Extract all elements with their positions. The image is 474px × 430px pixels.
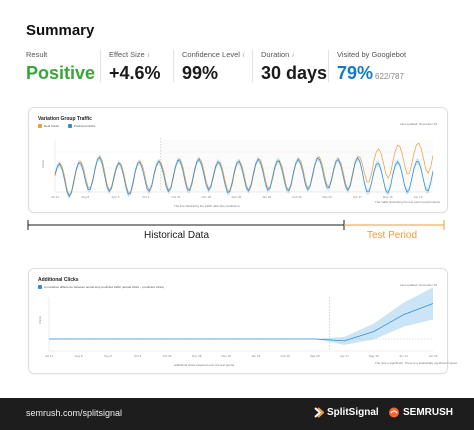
x-tick-label: Mar 20 (310, 354, 320, 358)
x-tick-label: Oct 3 (134, 354, 142, 358)
series-additional-clicks (49, 303, 434, 342)
traffic-chart-card: Variation Group Traffic Real Clicks Pred… (28, 107, 448, 213)
x-tick-label: Feb 20 (292, 195, 302, 199)
info-icon[interactable]: i (292, 53, 294, 59)
x-tick-label: Nov 28 (192, 354, 202, 358)
last-updated: Last updated: November 10 (399, 283, 437, 287)
splitsignal-brand[interactable]: SplitSignal (313, 407, 379, 418)
x-tick-label: Sep 5 (112, 195, 120, 199)
period-timeline: Historical Data Test Period (26, 216, 446, 246)
x-tick-label: Aug 8 (81, 195, 89, 199)
footer-url[interactable]: semrush.com/splitsignal (26, 408, 123, 418)
timeline-lines (27, 220, 445, 230)
x-tick-label: Jul 11 (45, 354, 53, 358)
x-tick-label: Jul 11 (51, 195, 59, 199)
x-tick-label: Apr 17 (353, 195, 362, 199)
legend-swatch (38, 285, 42, 290)
x-tick-label: Apr 17 (340, 354, 349, 358)
historical-label: Historical Data (144, 230, 210, 241)
x-tick-label: Sep 5 (104, 354, 112, 358)
x-axis-label: The line illustrating the traffic data (… (174, 204, 240, 208)
info-icon[interactable]: i (242, 53, 245, 59)
metric-sub: 622/787 (375, 72, 404, 81)
x-tick-label: Jan 23 (262, 195, 271, 199)
y-axis-label: Clicks (41, 160, 45, 168)
metric-result: Result Positive (26, 50, 95, 84)
x-tick-label: Feb 20 (281, 354, 291, 358)
metric-value: 79% 622/787 (337, 63, 404, 83)
legend-swatch (38, 124, 42, 129)
chart-title: Additional Clicks (38, 277, 79, 283)
metric-label: Effect Size i (109, 50, 150, 59)
x-tick-label: Nov 28 (201, 195, 211, 199)
info-icon[interactable]: i (147, 53, 150, 59)
semrush-brand[interactable]: SEMRUSH (388, 407, 453, 418)
metric-duration: Duration i 30 days (261, 50, 327, 84)
footer: semrush.com/splitsignal SplitSignal SEMR… (0, 398, 474, 430)
x-tick-label: Oct 3 (142, 195, 150, 199)
test-period-label: Test Period (367, 230, 418, 241)
summary-title: Summary (26, 22, 95, 39)
divider (173, 50, 174, 82)
metric-label: Result (26, 50, 48, 59)
metric-googlebot: Visited by Googlebot 79% 622/787 (337, 50, 406, 84)
metric-value: Positive (26, 63, 96, 83)
metric-value: 99% (182, 63, 219, 83)
x-tick-label: May 15 (369, 354, 379, 358)
x-tick-label: Oct 31 (172, 195, 181, 199)
last-updated: Last updated: November 10 (399, 122, 437, 126)
metrics-row: Result Positive Effect Size i +4.6% Confi… (26, 50, 451, 84)
metric-label: Duration i (261, 50, 294, 59)
x-tick-label: Mar 20 (322, 195, 332, 199)
metric-label: Confidence Level i (182, 50, 245, 59)
chart-legend: Real Clicks Predicted Clicks (38, 124, 103, 129)
divider (328, 50, 329, 82)
chart-legend: Cumulative difference between actual and… (38, 285, 172, 290)
legend-swatch (67, 124, 72, 129)
divider (100, 50, 101, 82)
metric-effect-size: Effect Size i +4.6% (109, 50, 161, 84)
divider (252, 50, 253, 82)
metric-confidence: Confidence Level i 99% (182, 50, 244, 84)
y-axis-label: Clicks (38, 316, 42, 324)
x-tick-label: Aug 8 (75, 354, 83, 358)
x-tick-label: Dec 26 (221, 354, 231, 358)
chart-title: Variation Group Traffic (38, 116, 92, 122)
x-tick-label: Jun 12 (399, 354, 408, 358)
x-tick-label: Jan 23 (251, 354, 260, 358)
metric-value: 30 days (261, 63, 328, 83)
legend-item[interactable]: Cumulative difference between actual and… (38, 285, 164, 290)
x-axis-label: Additional clicks acquired over the test… (174, 363, 235, 367)
clicks-chart-card: Additional Clicks Cumulative difference … (28, 268, 457, 374)
legend-item[interactable]: Real Clicks (38, 124, 59, 129)
test-note: The traffic illustrating the test period… (375, 200, 441, 204)
x-tick-label: Oct 31 (163, 354, 172, 358)
test-note: The test is significant. There is a stat… (375, 361, 458, 365)
traffic-chart: Clicks Jul 11 Aug 8 Sep 5 Oct 3 Oct 31 Nov 28 D… (41, 138, 434, 200)
clicks-chart: Clicks Jul 11 Aug 8 Sep 5 Oct 3 Oct 31 Nov 28 D… (38, 287, 438, 358)
series-predicted-clicks (54, 157, 434, 198)
semrush-logo-icon (389, 407, 399, 418)
x-tick-label: Jun 12 (413, 195, 422, 199)
legend-item[interactable]: Predicted Clicks (67, 124, 95, 129)
x-tick-label: Dec 26 (232, 195, 242, 199)
x-tick-label: May 15 (383, 195, 393, 199)
x-tick-label: Jun 26 (428, 354, 437, 358)
metric-value: +4.6% (109, 63, 161, 83)
splitsignal-logo-icon (314, 407, 324, 418)
confidence-band (314, 287, 433, 345)
metric-label: Visited by Googlebot (337, 50, 407, 59)
